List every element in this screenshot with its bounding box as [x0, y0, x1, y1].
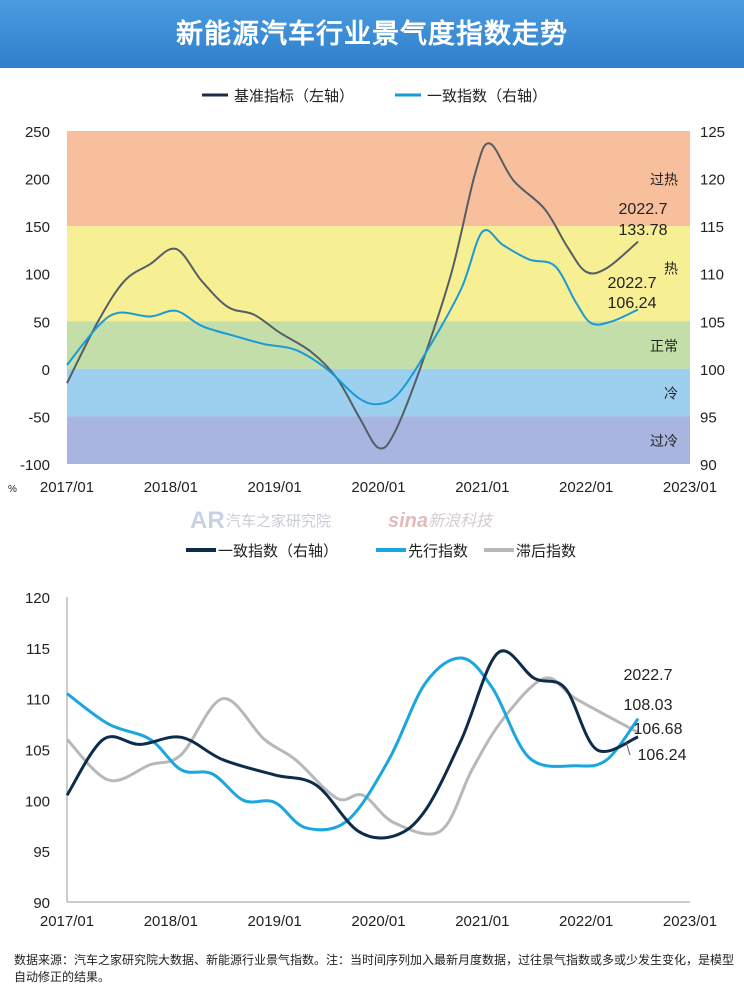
x-tick: 2023/01	[663, 913, 717, 930]
series-line-0	[65, 649, 639, 840]
annotation-leader	[625, 741, 631, 756]
page-title: 新能源汽车行业景气度指数走势	[0, 0, 744, 68]
annotation-value: 108.03	[624, 697, 673, 714]
annotation-date: 2022.7	[624, 667, 673, 684]
x-tick: 2022/01	[559, 479, 613, 496]
y-tick: 90	[33, 895, 50, 912]
source-note: 数据来源：汽车之家研究院大数据、新能源行业景气指数。注：当时间序列加入最新月度数…	[14, 953, 735, 984]
y-left-tick: 0	[42, 362, 50, 379]
y-right-tick: 105	[700, 314, 725, 331]
x-tick: 2019/01	[248, 479, 302, 496]
y-left-tick: 150	[25, 219, 50, 236]
x-tick: 2021/01	[455, 479, 509, 496]
y-tick: 105	[25, 743, 50, 760]
band-1	[67, 226, 690, 322]
x-tick: 2023/01	[663, 479, 717, 496]
y-right-tick: 120	[700, 172, 725, 189]
y-right-tick: 90	[700, 457, 717, 474]
annotation-value: 106.24	[638, 747, 687, 764]
y-left-tick: 50	[33, 314, 50, 331]
band-label: 过热	[650, 172, 678, 188]
legend-label: 一致指数（右轴）	[427, 88, 547, 105]
annotation-value: 133.78	[619, 222, 668, 239]
annotation-value: 106.68	[634, 721, 683, 738]
x-tick: 2022/01	[559, 913, 613, 930]
y-tick: 120	[25, 590, 50, 607]
y-unit: %	[8, 484, 17, 495]
y-left-tick: -100	[20, 457, 50, 474]
band-label: 热	[664, 261, 678, 277]
annotation-date: 2022.7	[619, 201, 668, 218]
x-tick: 2021/01	[455, 913, 509, 930]
band-4	[67, 416, 690, 464]
legend-label: 滞后指数	[516, 543, 576, 560]
x-tick: 2018/01	[144, 913, 198, 930]
watermark-text: 汽车之家研究院	[226, 512, 331, 530]
band-label: 冷	[664, 386, 678, 402]
x-tick: 2020/01	[351, 913, 405, 930]
x-tick: 2018/01	[144, 479, 198, 496]
watermark-logo: sina	[388, 510, 428, 532]
y-tick: 95	[33, 844, 50, 861]
series-line-0	[66, 142, 639, 450]
band-3	[67, 368, 690, 417]
legend-label: 先行指数	[408, 543, 468, 560]
watermark-logo: AR	[190, 507, 225, 534]
series-line-1	[66, 656, 640, 832]
x-tick: 2017/01	[40, 479, 94, 496]
band-label: 正常	[650, 338, 678, 354]
legend-label: 基准指标（左轴）	[234, 88, 354, 105]
watermark-text: 新浪科技	[428, 512, 494, 530]
x-tick: 2020/01	[351, 479, 405, 496]
y-left-tick: -50	[28, 409, 50, 426]
y-left-tick: 200	[25, 172, 50, 189]
legend-label: 一致指数（右轴）	[218, 543, 338, 560]
y-left-tick: 100	[25, 267, 50, 284]
x-tick: 2019/01	[248, 913, 302, 930]
annotation-value: 106.24	[608, 295, 657, 312]
series-line-2	[65, 676, 639, 836]
band-2	[67, 321, 690, 369]
band-0	[67, 131, 690, 227]
y-right-tick: 100	[700, 362, 725, 379]
y-tick: 115	[26, 641, 50, 658]
x-tick: 2017/01	[40, 913, 94, 930]
y-right-tick: 115	[700, 219, 724, 236]
y-tick: 110	[26, 692, 50, 709]
band-label: 过冷	[650, 433, 678, 449]
y-tick: 100	[25, 793, 50, 810]
y-right-tick: 95	[700, 409, 717, 426]
y-left-tick: 250	[25, 124, 50, 141]
series-line-1	[66, 229, 639, 406]
y-right-tick: 110	[700, 267, 724, 284]
annotation-date: 2022.7	[608, 275, 657, 292]
y-right-tick: 125	[700, 124, 725, 141]
